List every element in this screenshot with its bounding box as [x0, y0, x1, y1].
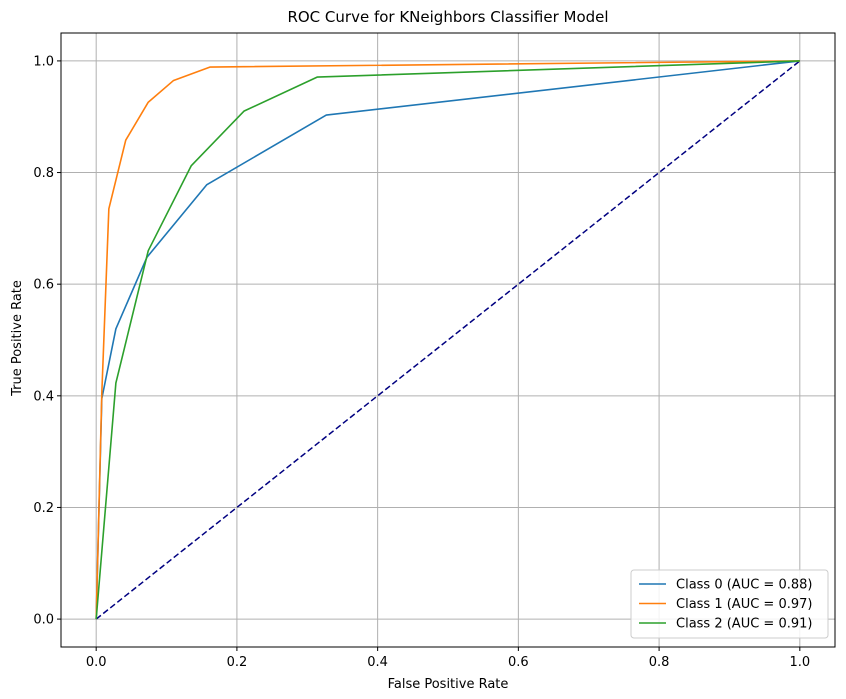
grid — [61, 33, 835, 647]
axis-ticks: 0.0 0.2 0.4 0.6 0.8 1.0 0.0 0.2 0.4 0.6 0.8 1.0 — [33, 54, 810, 670]
y-tick-label: 1.0 — [33, 54, 54, 69]
legend: Class 0 (AUC = 0.88) Class 1 (AUC = 0.97)… — [630, 569, 829, 639]
x-tick-label: 0.6 — [508, 655, 529, 670]
roc-line-class-2 — [95, 60, 800, 620]
chance-line — [95, 60, 801, 620]
y-tick-label: 0.8 — [33, 166, 54, 181]
roc-line-class-1 — [95, 60, 800, 620]
x-tick-label: 0.8 — [649, 655, 670, 670]
x-tick-label: 1.0 — [789, 655, 810, 670]
series-lines — [95, 60, 800, 620]
legend-box — [630, 569, 829, 639]
plot-frame — [60, 32, 836, 648]
y-axis-label: True Positive Rate — [10, 280, 25, 397]
legend-entry-class-2: Class 2 (AUC = 0.91) — [676, 617, 812, 632]
x-axis-label: False Positive Rate — [388, 677, 509, 692]
x-tick-label: 0.4 — [367, 655, 388, 670]
x-tick-label: 0.2 — [227, 655, 248, 670]
roc-line-class-0 — [95, 60, 800, 620]
y-tick-label: 0.6 — [33, 278, 54, 293]
reference-diagonal — [95, 60, 801, 620]
y-tick-label: 0.2 — [33, 501, 54, 516]
x-tick-label: 0.0 — [86, 655, 107, 670]
legend-entry-class-0: Class 0 (AUC = 0.88) — [676, 578, 812, 593]
legend-entry-class-1: Class 1 (AUC = 0.97) — [676, 597, 812, 612]
chart-title: ROC Curve for KNeighbors Classifier Mode… — [287, 8, 608, 26]
y-tick-label: 0.0 — [33, 613, 54, 628]
y-tick-label: 0.4 — [33, 389, 54, 404]
